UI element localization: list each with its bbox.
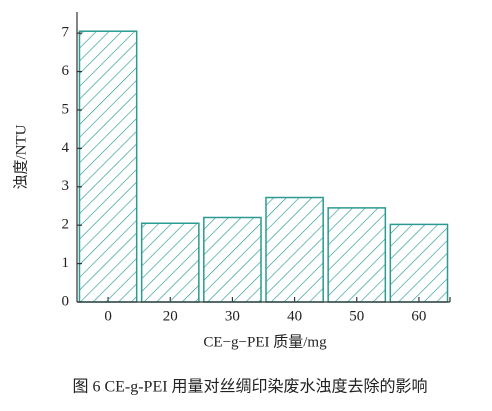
y-tick-label: 2 — [62, 217, 70, 233]
caption: 图 6 CE-g-PEI 用量对丝绸印染废水浊度去除的影响 — [72, 378, 427, 396]
x-tick-label: 20 — [163, 308, 178, 324]
y-tick-label: 6 — [62, 63, 70, 79]
y-tick-label: 4 — [62, 140, 70, 156]
bar — [140, 222, 200, 303]
x-tick-label: 60 — [411, 308, 426, 324]
x-axis-label: CE−g−PEI 质量/mg — [203, 333, 327, 350]
bar — [203, 216, 262, 303]
bar — [265, 196, 324, 303]
y-tick-label: 1 — [62, 255, 70, 271]
y-tick-label: 5 — [62, 101, 70, 117]
y-tick-label: 7 — [62, 25, 70, 41]
y-tick-label: 3 — [62, 178, 70, 194]
x-tick-label: 50 — [349, 308, 364, 324]
y-tick-label: 0 — [62, 293, 70, 309]
y-axis-label: 浊度/NTU — [12, 124, 29, 189]
x-tick-label: 0 — [104, 308, 112, 324]
bar — [327, 207, 387, 303]
bar — [78, 30, 138, 303]
x-tick-label: 30 — [225, 308, 240, 324]
bar — [389, 223, 449, 303]
x-tick-label: 40 — [287, 308, 302, 324]
